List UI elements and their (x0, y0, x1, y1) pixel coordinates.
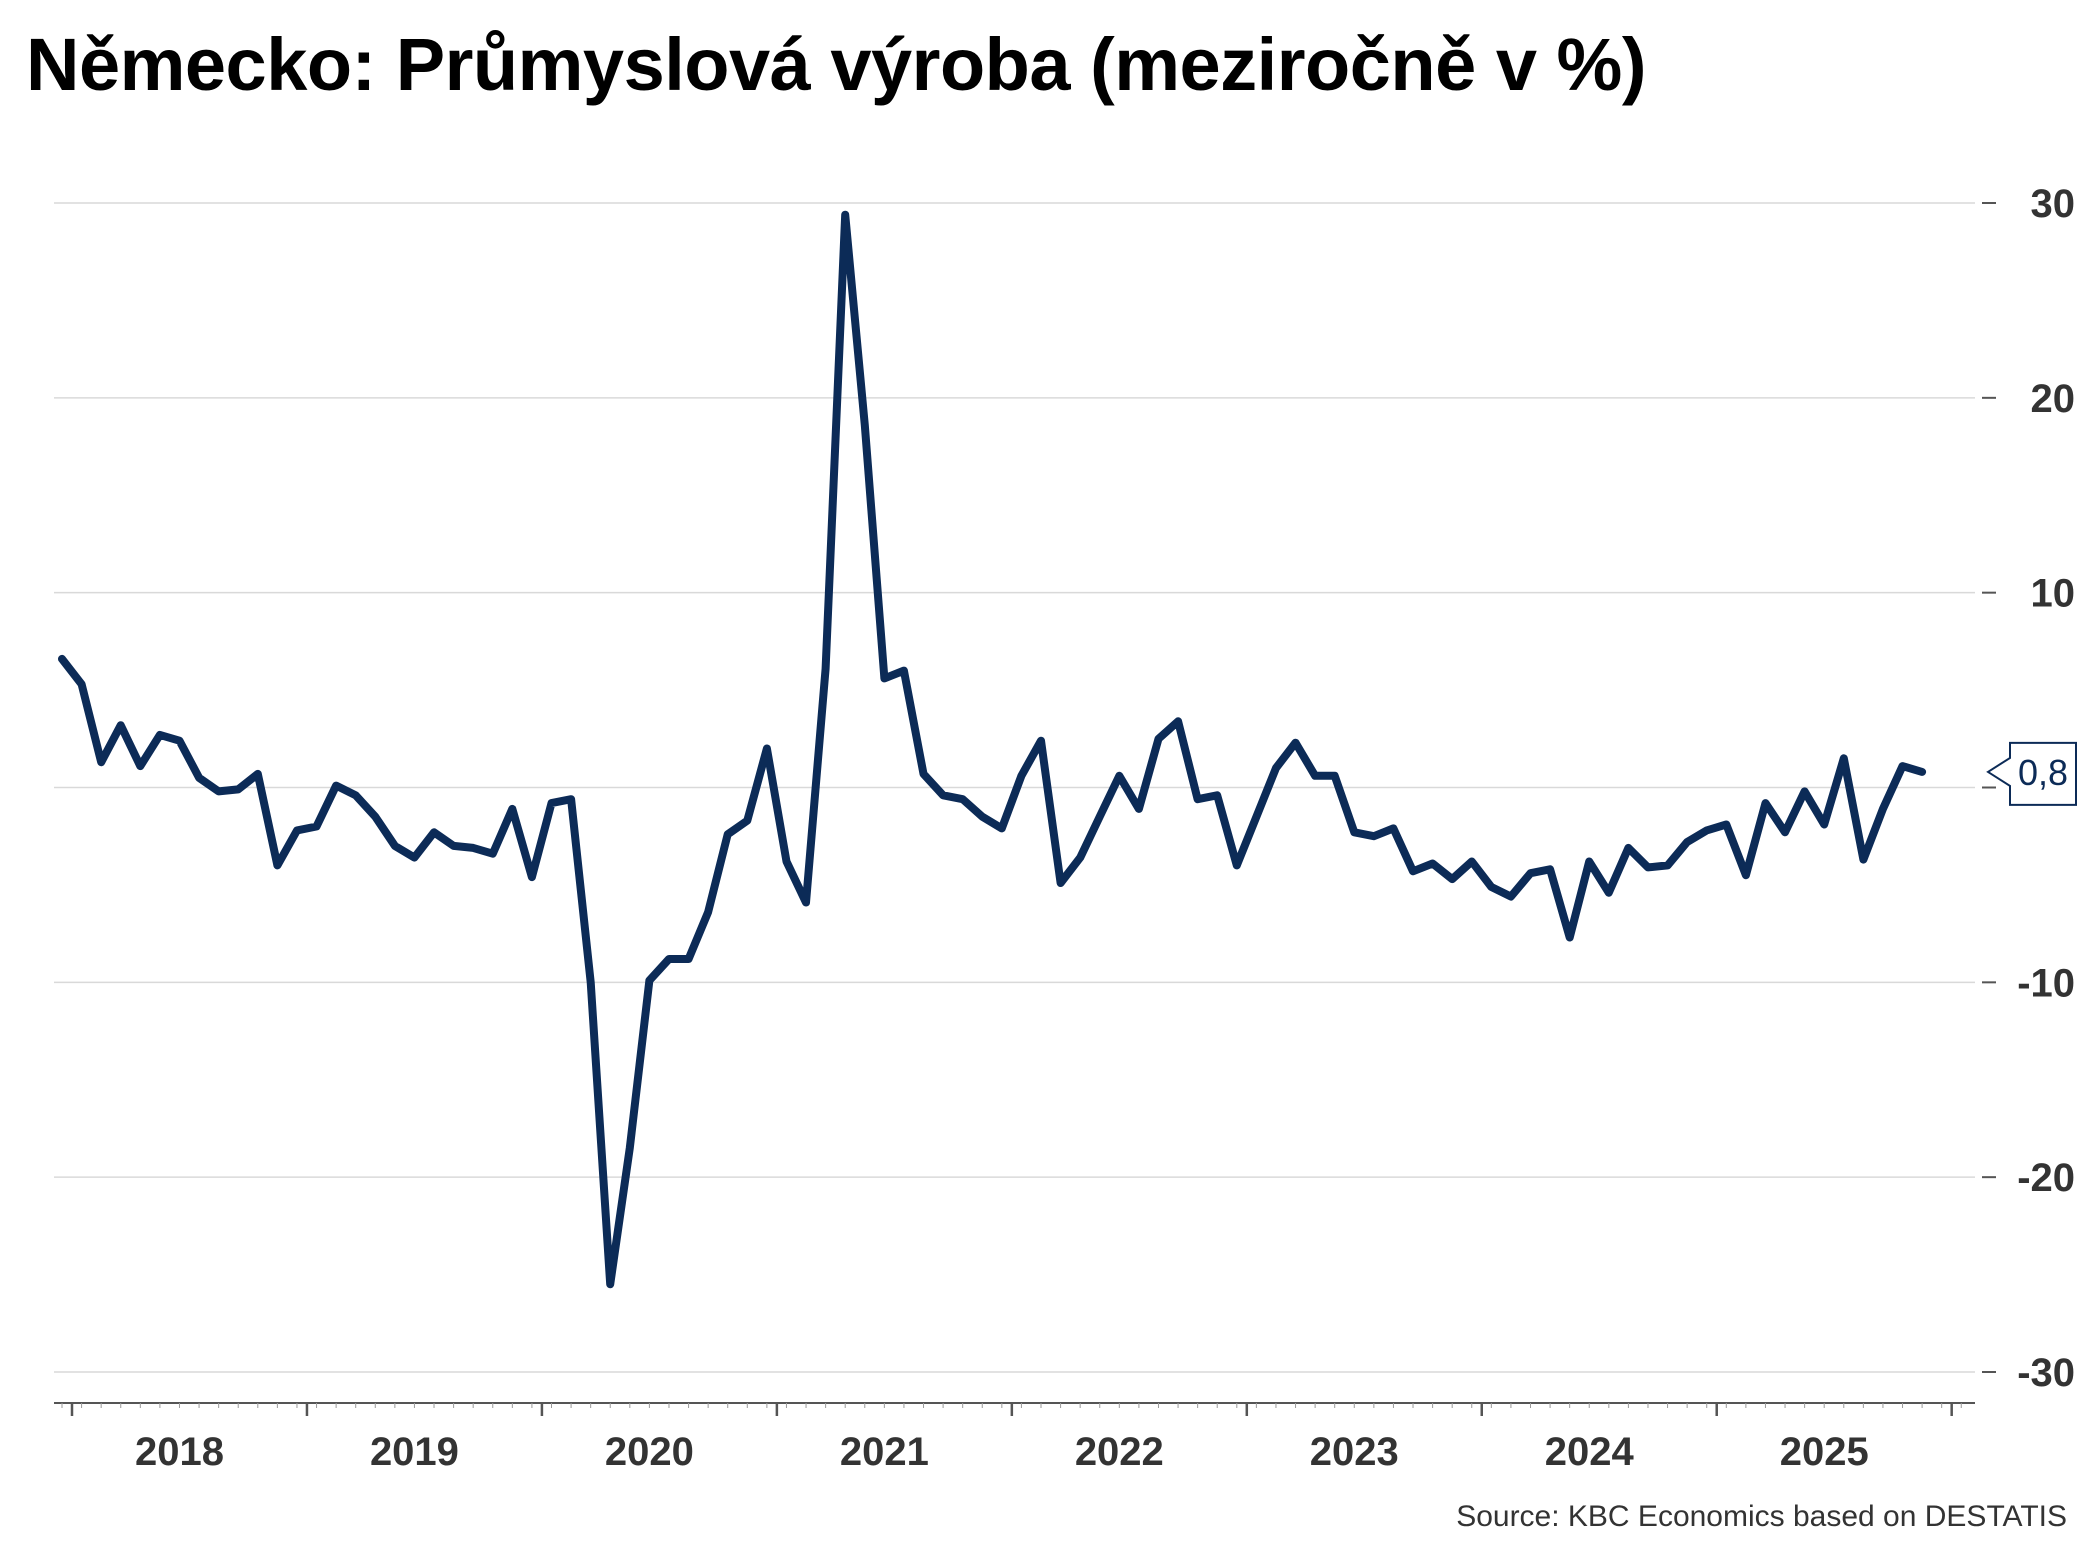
x-tick-label: 2018 (135, 1430, 224, 1474)
x-tick-label: 2019 (370, 1430, 459, 1474)
x-tick-label: 2024 (1545, 1430, 1635, 1474)
last-value-box (1986, 741, 2077, 806)
y-tick-label: -30 (2017, 1351, 2075, 1395)
series-layer (58, 210, 1927, 1289)
last-value-callout: 0,8 (1986, 741, 2077, 806)
y-tick-label: 30 (2031, 182, 2076, 226)
source-note: Source: KBC Economics based on DESTATIS (1456, 1500, 2067, 1533)
x-tick-label: 2022 (1075, 1430, 1164, 1474)
y-tick-label: 20 (2031, 377, 2076, 421)
x-tick-label: 2020 (605, 1430, 694, 1474)
axes: 30 20 10 -10 -20 -30 2018 2019 2020 2021 2022 2023 2… (54, 182, 2075, 1474)
series-line (58, 210, 1927, 1289)
y-tick-label: 10 (2031, 572, 2076, 616)
y-tick-label: -10 (2017, 961, 2075, 1005)
x-tick-label: 2021 (840, 1430, 929, 1474)
last-value-label: 0,8 (2018, 752, 2068, 793)
y-tick-label: -20 (2017, 1156, 2075, 1200)
x-tick-label: 2025 (1780, 1430, 1869, 1474)
chart-title: Německo: Průmyslová výroba (meziročně v … (26, 23, 1646, 106)
x-tick-label: 2023 (1310, 1430, 1399, 1474)
gridlines (54, 202, 1975, 1373)
